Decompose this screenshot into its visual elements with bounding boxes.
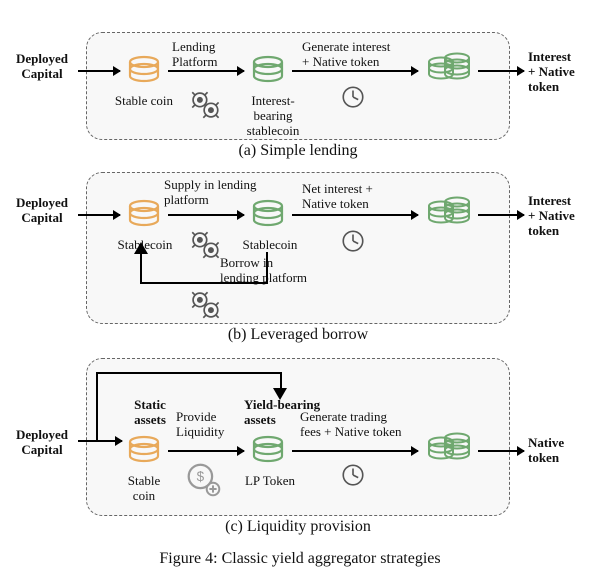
output-label-a: Interest+ Nativetoken xyxy=(528,50,594,95)
clock-icon xyxy=(340,84,366,110)
stablecoin-icon xyxy=(124,432,164,472)
output-label-b: Interest+ Nativetoken xyxy=(528,194,594,239)
arrow xyxy=(96,440,122,442)
arrow xyxy=(292,70,418,72)
interest-bearing-label: Interest-bearingstablecoin xyxy=(234,94,312,139)
branch-line xyxy=(96,372,280,374)
arrow xyxy=(292,214,418,216)
static-assets-label: Staticassets xyxy=(120,398,180,428)
deployed-capital-label-b: DeployedCapital xyxy=(6,196,78,226)
arrow xyxy=(478,70,524,72)
output-label-c: Nativetoken xyxy=(528,436,594,466)
output-coins-icon xyxy=(424,192,474,236)
arrow xyxy=(78,214,120,216)
arrow xyxy=(168,70,244,72)
arrow xyxy=(292,450,418,452)
output-coins-icon xyxy=(424,428,474,472)
net-interest-label: Net interest +Native token xyxy=(302,182,422,212)
panel-a-caption: (a) Simple lending xyxy=(86,142,510,160)
deployed-capital-label-c: DeployedCapital xyxy=(6,428,78,458)
liquidity-icon: $ xyxy=(186,462,222,498)
loop-line xyxy=(140,282,268,284)
arrow xyxy=(478,450,524,452)
provide-liquidity-label: ProvideLiquidity xyxy=(176,410,248,440)
branch-line xyxy=(96,372,98,442)
generate-fees-label: Generate tradingfees + Native token xyxy=(300,410,440,440)
process-icon xyxy=(188,288,222,322)
lp-token-label: LP Token xyxy=(238,474,302,489)
stablecoin-label-a: Stable coin xyxy=(112,94,176,109)
branch-line xyxy=(78,440,98,442)
stablecoin-icon xyxy=(124,52,164,92)
interest-bearing-stablecoin-icon xyxy=(248,52,288,92)
svg-text:$: $ xyxy=(197,469,205,484)
stablecoin-icon xyxy=(124,196,164,236)
panel-c-caption: (c) Liquidity provision xyxy=(86,518,510,536)
loop-line xyxy=(266,252,268,282)
stablecoin-label-c: Stablecoin xyxy=(116,474,172,504)
arrow xyxy=(78,70,120,72)
clock-icon xyxy=(340,228,366,254)
process-icon xyxy=(188,88,222,122)
figure-caption: Figure 4: Classic yield aggregator strat… xyxy=(0,550,600,568)
clock-icon xyxy=(340,462,366,488)
arrow xyxy=(478,214,524,216)
stablecoin-green-label-b: Stablecoin xyxy=(238,238,302,253)
lp-token-icon xyxy=(248,432,288,472)
stablecoin-green-icon xyxy=(248,196,288,236)
loop-line xyxy=(140,252,142,282)
arrow xyxy=(168,450,244,452)
arrowhead-up-icon xyxy=(134,242,148,254)
arrow xyxy=(168,214,244,216)
panel-b-caption: (b) Leveraged borrow xyxy=(86,326,510,344)
output-coins-icon xyxy=(424,48,474,92)
deployed-capital-label-a: DeployedCapital xyxy=(6,52,78,82)
process-icon xyxy=(188,228,222,262)
